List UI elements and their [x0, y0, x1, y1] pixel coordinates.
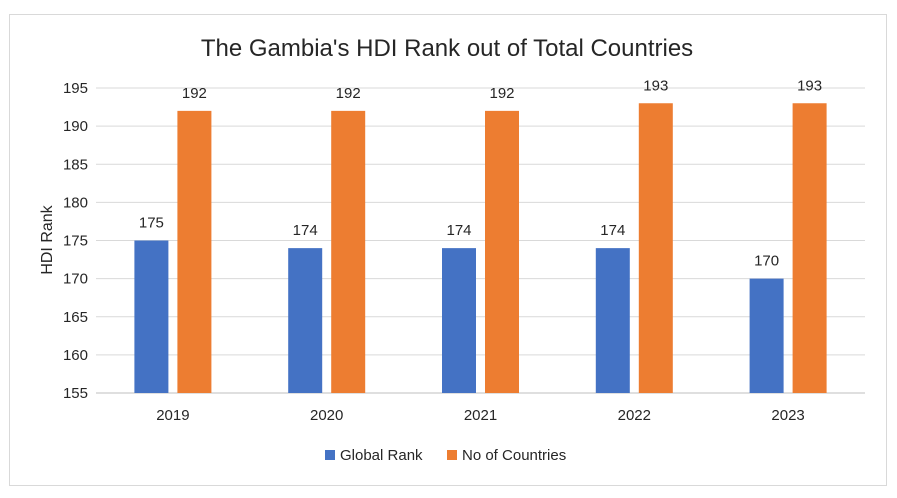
data-label: 175: [139, 215, 164, 232]
bar-no-of-countries: [638, 103, 673, 393]
y-tick-label: 195: [63, 80, 88, 97]
legend: Global Rank No of Countries: [325, 447, 566, 464]
legend-swatch-global-rank: [325, 450, 335, 460]
x-tick-label: 2019: [156, 407, 189, 424]
data-label: 193: [797, 77, 822, 94]
bar-no-of-countries: [792, 103, 827, 393]
bar-no-of-countries: [177, 110, 212, 393]
x-tick-label: 2022: [618, 407, 651, 424]
data-label: 174: [600, 222, 625, 239]
gridlines: [96, 87, 865, 394]
data-label: 170: [754, 253, 779, 270]
x-tick-label: 2020: [310, 407, 343, 424]
data-label: 174: [446, 222, 471, 239]
y-tick-label: 175: [63, 233, 88, 250]
bars: [134, 103, 827, 393]
y-tick-label: 185: [63, 156, 88, 173]
bar-global-rank: [134, 240, 169, 393]
y-axis-ticks: 155 160 165 170 175 180 185 190 195: [63, 80, 88, 402]
data-label: 192: [489, 85, 514, 102]
y-axis-label: HDI Rank: [39, 204, 56, 274]
chart-title: The Gambia's HDI Rank out of Total Count…: [201, 35, 693, 62]
x-tick-label: 2023: [771, 407, 804, 424]
legend-swatch-no-of-countries: [447, 450, 457, 460]
x-axis-ticks: 2019 2020 2021 2022 2023: [156, 407, 805, 424]
data-label: 174: [293, 222, 318, 239]
x-tick-label: 2021: [464, 407, 497, 424]
data-label: 192: [336, 85, 361, 102]
bar-global-rank: [595, 248, 630, 393]
legend-label: Global Rank: [340, 447, 423, 464]
y-tick-label: 180: [63, 194, 88, 211]
y-tick-label: 160: [63, 347, 88, 364]
bar-global-rank: [288, 248, 323, 393]
y-tick-label: 165: [63, 309, 88, 326]
data-label: 193: [643, 77, 668, 94]
legend-label: No of Countries: [462, 447, 566, 464]
data-label: 192: [182, 85, 207, 102]
y-tick-label: 155: [63, 385, 88, 402]
data-labels: 175 192 174 192 174 192 174 193 170 193: [139, 77, 822, 269]
bar-global-rank: [749, 278, 784, 393]
bar-global-rank: [442, 248, 476, 393]
bar-no-of-countries: [331, 110, 366, 393]
bar-no-of-countries: [485, 110, 519, 393]
y-tick-label: 170: [63, 271, 88, 288]
y-tick-label: 190: [63, 118, 88, 135]
